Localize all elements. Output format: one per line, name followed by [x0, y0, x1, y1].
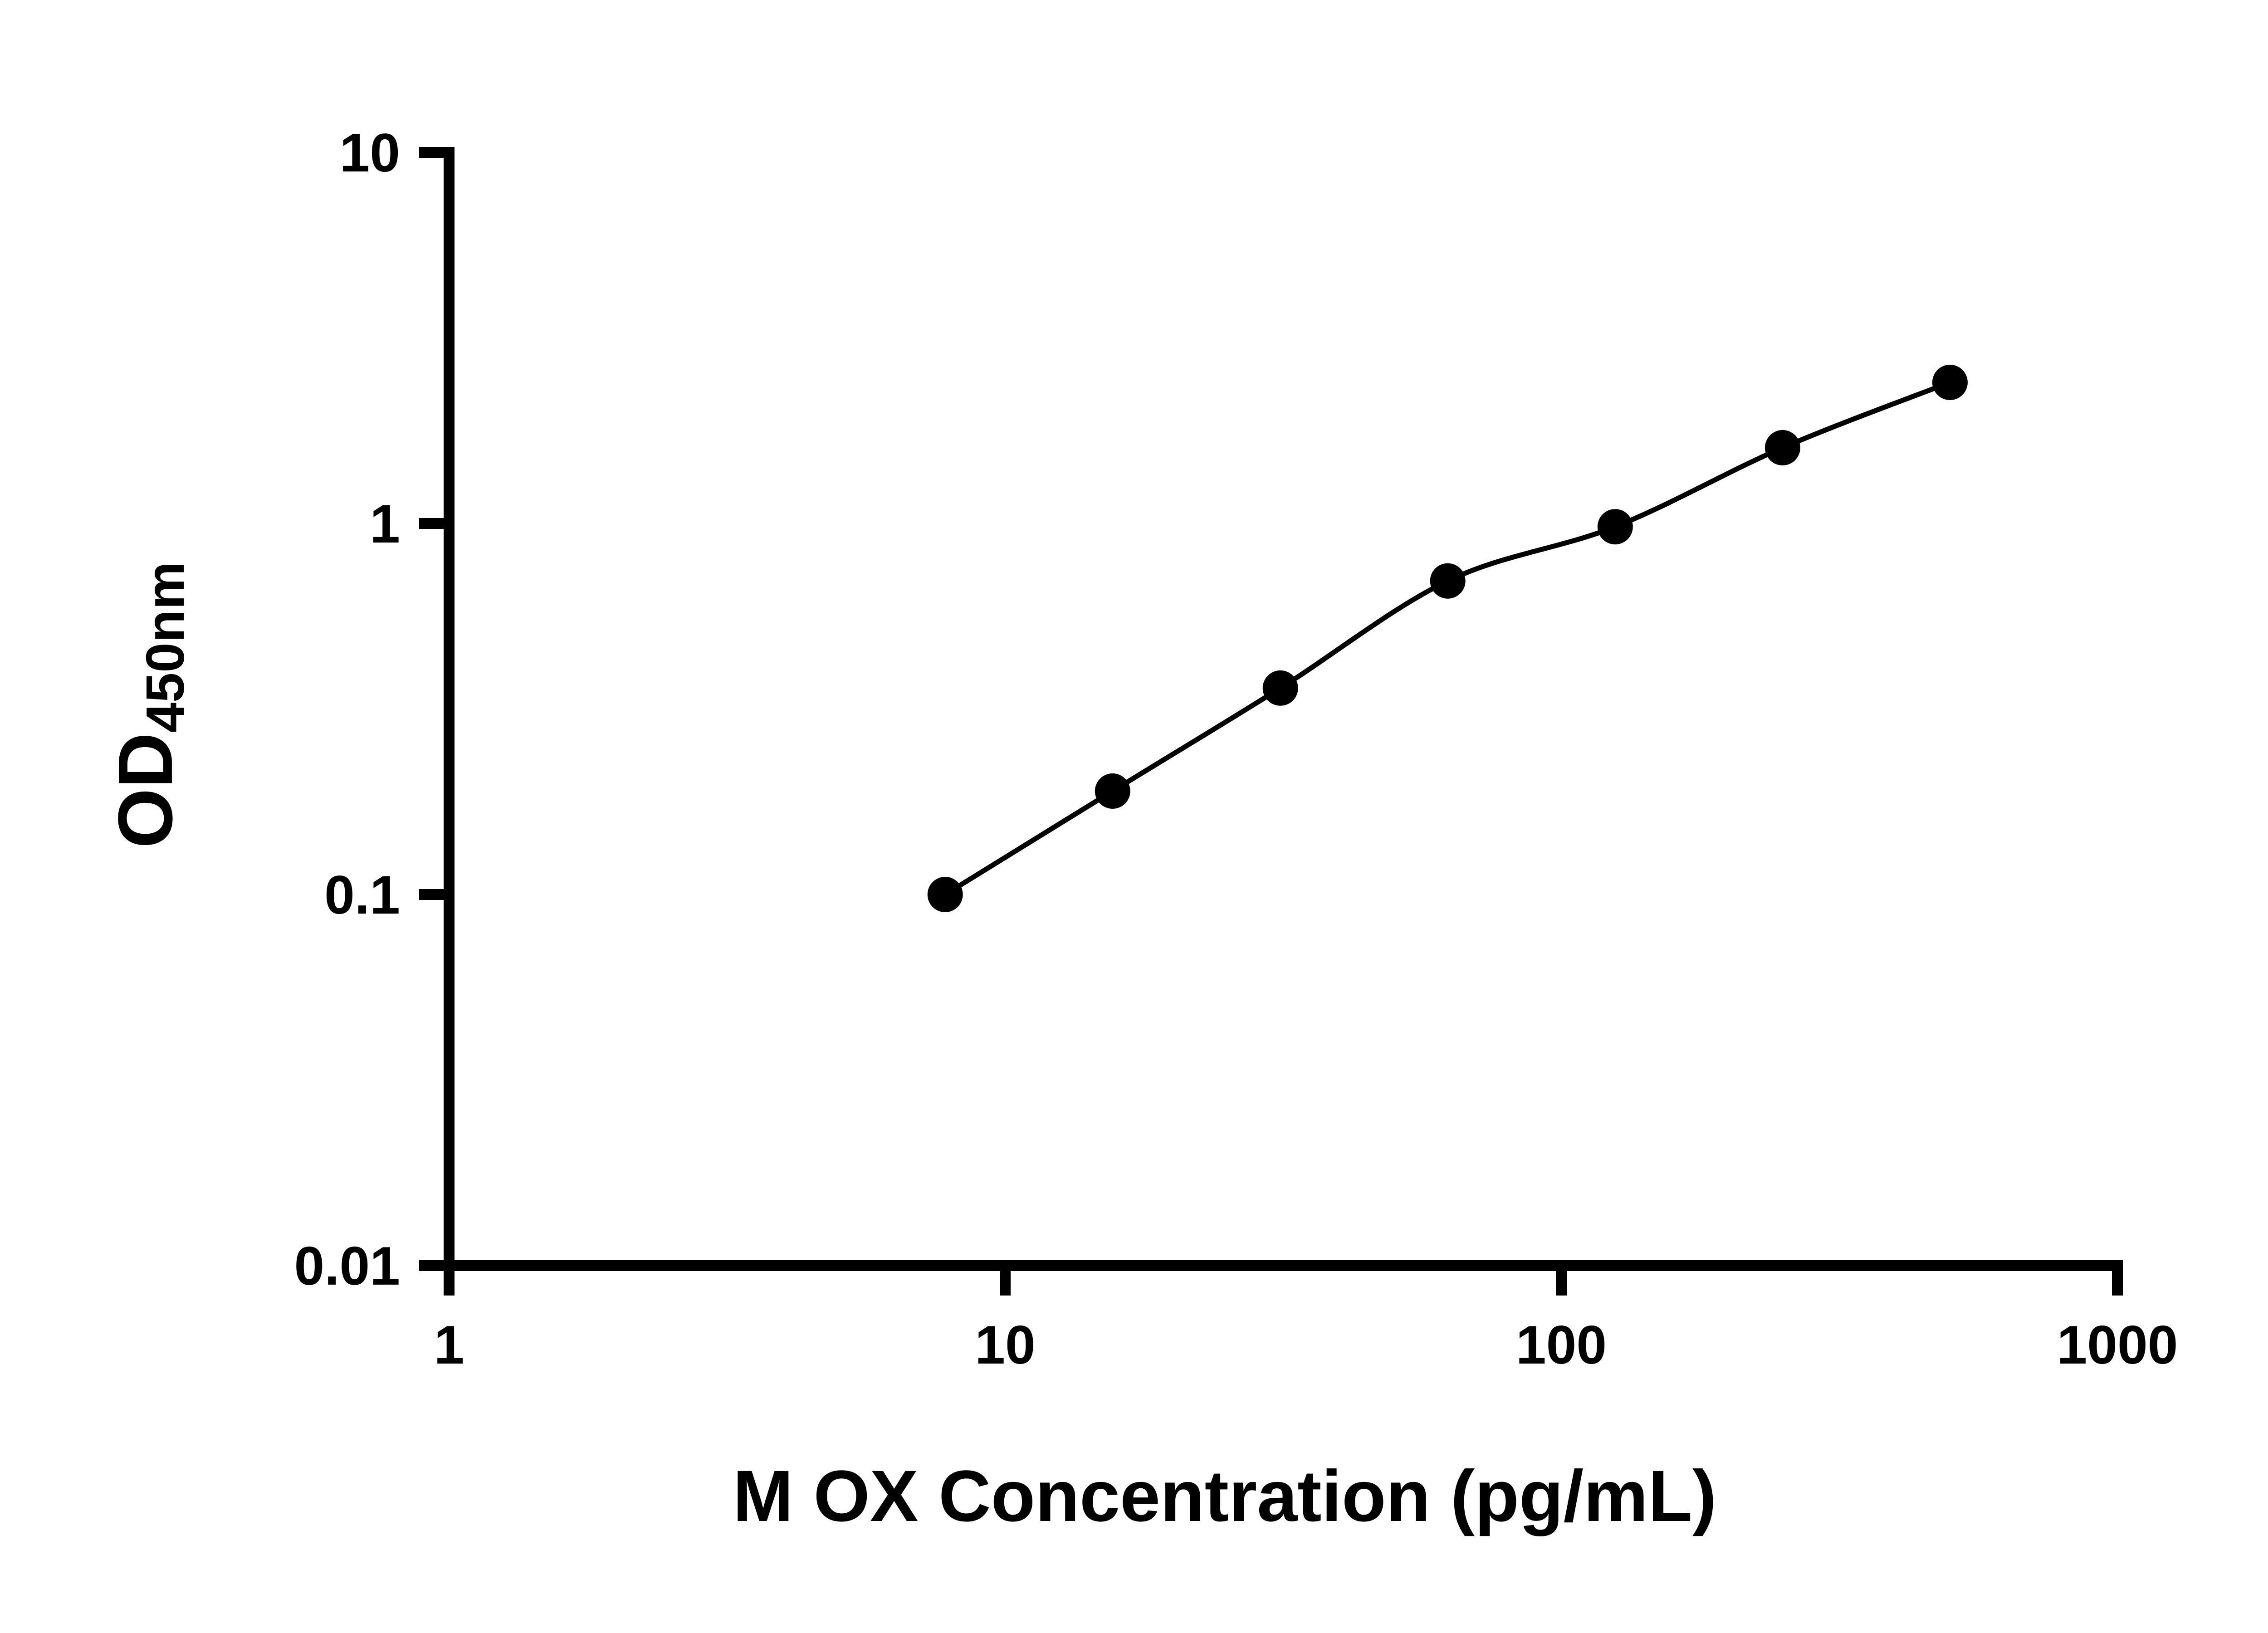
- axis-lines: [444, 147, 2123, 1271]
- x-axis-tick-label: 100: [1516, 1315, 1607, 1375]
- x-axis-tick-label: 1000: [2057, 1315, 2178, 1375]
- y-axis-tick-label: 10: [340, 122, 400, 183]
- x-axis-title: M OX Concentration (pg/mL): [733, 1455, 1717, 1536]
- x-axis-tick-label: 1: [434, 1315, 464, 1375]
- y-axis-tick-label: 0.1: [324, 865, 400, 925]
- y-axis-title-subscript: 450nm: [135, 561, 196, 733]
- x-axis-tick-label: 10: [975, 1315, 1035, 1375]
- data-point-marker: [1262, 670, 1298, 706]
- y-axis-title-base: OD: [102, 733, 189, 849]
- data-point-marker: [1095, 773, 1130, 809]
- y-axis-tick-label: 0.01: [294, 1236, 400, 1296]
- fit-curve: [943, 380, 1951, 897]
- y-axis-tick-label: 1: [370, 494, 400, 554]
- data-point-marker: [927, 877, 963, 912]
- data-point-marker: [1765, 430, 1800, 465]
- y-axis-title: OD450nm: [103, 562, 196, 848]
- data-point-marker: [1430, 563, 1466, 599]
- data-point-marker: [1597, 509, 1633, 545]
- data-point-marker: [1932, 365, 1968, 400]
